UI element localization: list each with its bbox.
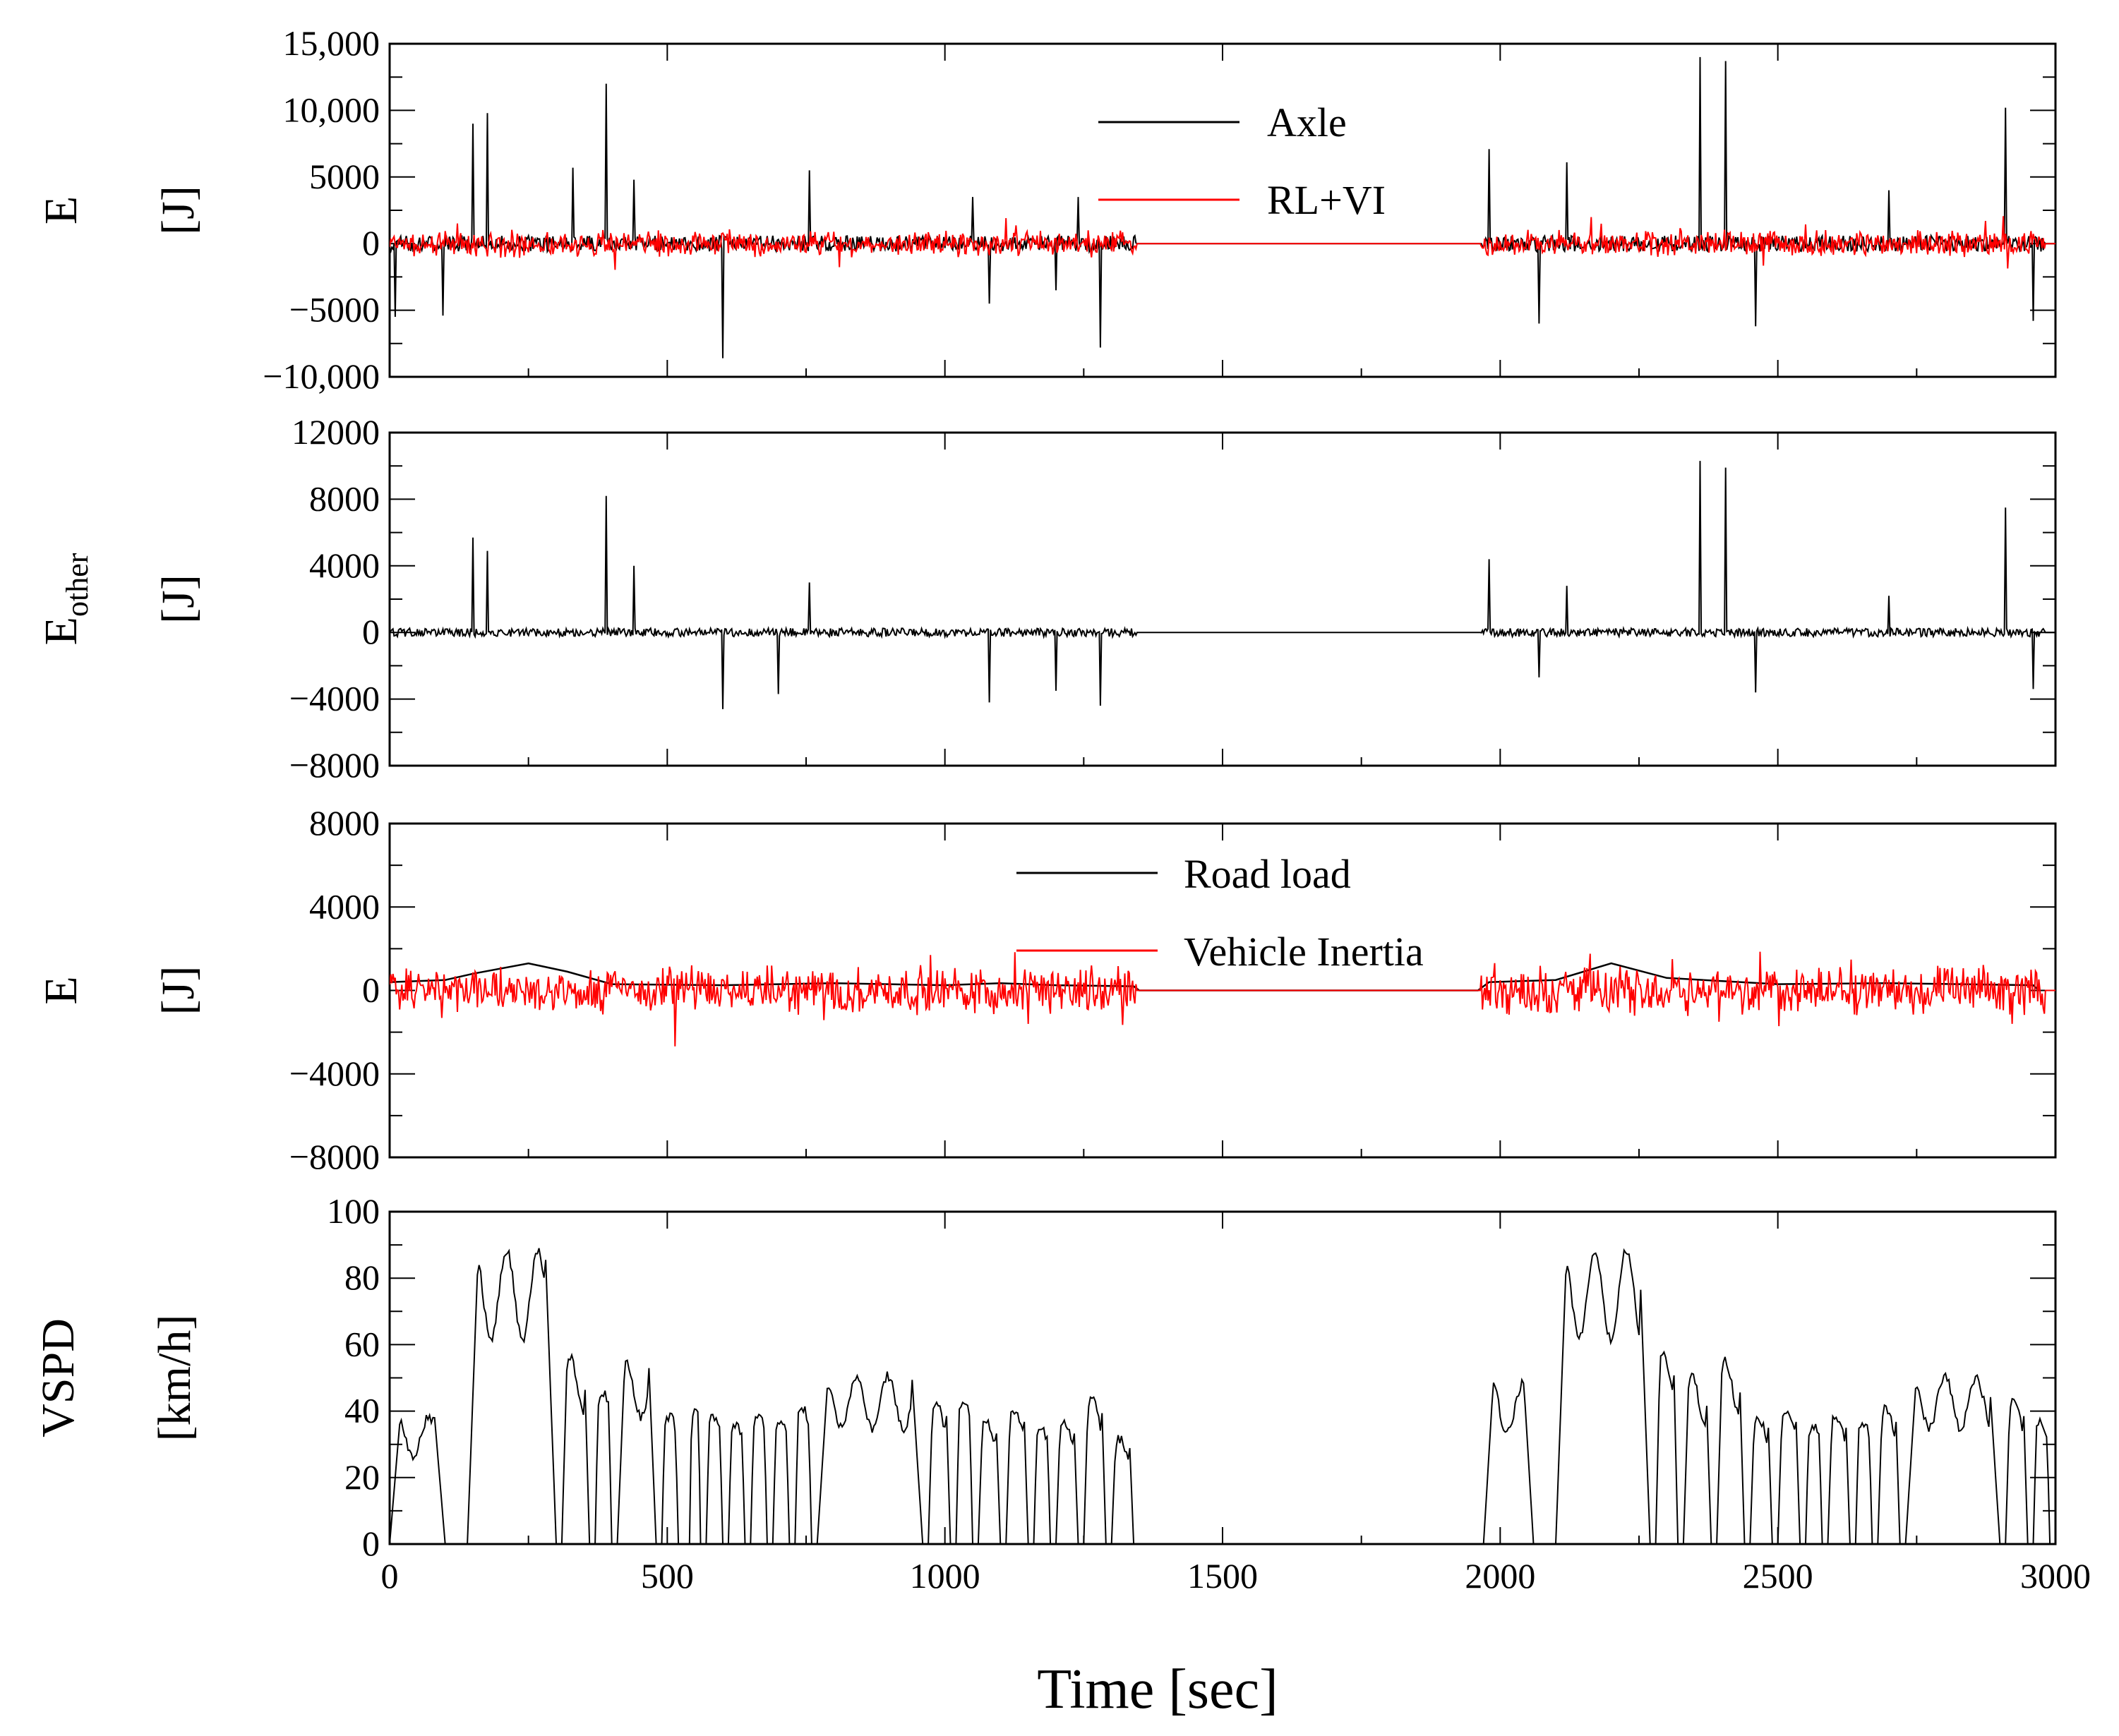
x-axis-title: Time [sec] — [1037, 1658, 1278, 1720]
y-tick-label: 4000 — [309, 886, 380, 926]
y-tick-label: 5000 — [309, 157, 380, 196]
panel-energy-axle-ylabel: E — [35, 196, 87, 224]
y-tick-label: −10,000 — [263, 356, 380, 396]
panel-energy-axle-frame — [388, 42, 2057, 378]
legend-label-rlvi: RL+VI — [1267, 177, 1386, 223]
y-tick-label: 10,000 — [283, 90, 380, 129]
x-tick-label: 2500 — [1743, 1556, 1813, 1596]
legend-label-road-load: Road load — [1184, 851, 1351, 897]
series-rl-vi — [390, 216, 2055, 270]
x-tick-label: 1000 — [910, 1556, 980, 1596]
panel-energy-axle: −10,000 −5000 0 5000 10,000 15,000 E [J] — [35, 23, 2057, 396]
legend-panel1: Axle RL+VI — [1098, 100, 1386, 223]
panel-energy-axle-ylabel-unit: [J] — [152, 186, 204, 235]
panel-energy-components-ylabel-unit: [J] — [152, 966, 204, 1015]
x-tick-label: 1500 — [1187, 1556, 1258, 1596]
legend-label-vehicle-inertia: Vehicle Inertia — [1184, 929, 1424, 975]
y-tick-label: −8000 — [289, 745, 380, 785]
legend-label-axle: Axle — [1267, 100, 1347, 145]
y-tick-label: 0 — [362, 223, 380, 263]
y-tick-label: 0 — [362, 970, 380, 1010]
x-tick-label: 2000 — [1465, 1556, 1535, 1596]
y-tick-label: 0 — [362, 1524, 380, 1563]
series-vspd — [390, 1248, 2055, 1544]
series-axle — [390, 56, 2055, 358]
y-tick-label: −4000 — [289, 1054, 380, 1093]
y-tick-label: −4000 — [289, 679, 380, 718]
x-tick-label: 3000 — [2020, 1556, 2091, 1596]
panel-energy-other-ylabel-unit: [J] — [152, 574, 204, 624]
x-tick-label: 500 — [641, 1556, 694, 1596]
y-tick-label: 80 — [344, 1258, 380, 1297]
ylabel-subscript: other — [60, 553, 95, 617]
y-tick-label: −5000 — [289, 290, 380, 330]
y-tick-label: −8000 — [289, 1137, 380, 1176]
y-tick-label: 8000 — [309, 478, 380, 518]
y-tick-label: 8000 — [309, 803, 380, 843]
series-e-other — [390, 461, 2055, 709]
y-tick-label: 0 — [362, 612, 380, 651]
panel-energy-other-ylabel: Eother — [35, 553, 95, 645]
y-tick-label: 60 — [344, 1324, 380, 1363]
y-tick-label: 12000 — [292, 412, 380, 452]
panel-energy-components-ylabel: E — [35, 976, 87, 1004]
panel-vehicle-speed-ylabel-unit: [km/h] — [149, 1315, 200, 1442]
y-tick-label: 15,000 — [283, 23, 380, 63]
series-road-load — [390, 962, 2040, 991]
x-tick-label: 0 — [381, 1556, 399, 1596]
panel-energy-components: −8000 −4000 0 4000 8000 E [J] — [35, 803, 2057, 1176]
panel-energy-other-frame — [388, 431, 2057, 767]
series-vehicle-inertia — [390, 951, 2055, 1047]
y-tick-label: 40 — [344, 1391, 380, 1430]
y-tick-label: 20 — [344, 1457, 380, 1497]
y-tick-label: 100 — [327, 1191, 380, 1231]
y-tick-label: 4000 — [309, 545, 380, 585]
panel-vehicle-speed-frame — [388, 1210, 2057, 1545]
panel-energy-other: −8000 −4000 0 4000 8000 12000 Eother [J] — [35, 412, 2057, 785]
legend-panel3: Road load Vehicle Inertia — [1016, 851, 1424, 975]
panel-vehicle-speed-ylabel: VSPD — [32, 1318, 84, 1437]
